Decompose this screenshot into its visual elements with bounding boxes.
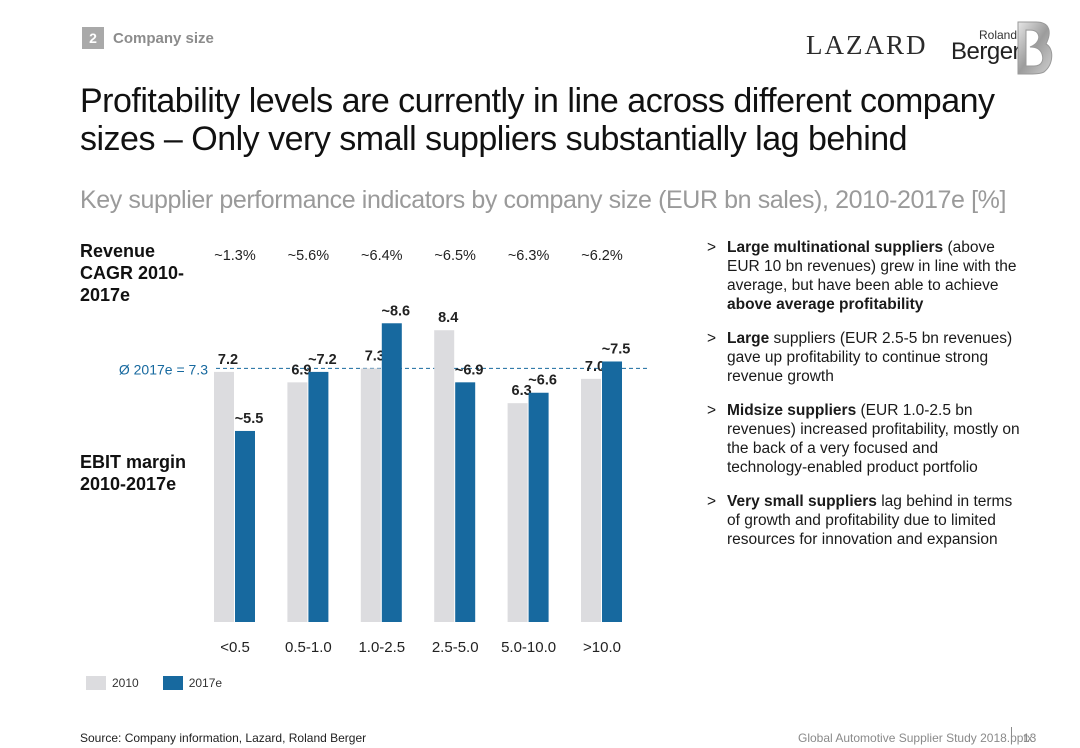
bullet-marker: > [707, 239, 717, 256]
roland-berger-logo-main: Berger [951, 38, 1021, 65]
legend-label: 2017e [188, 676, 223, 690]
cagr-label: ~6.3% [508, 248, 550, 264]
ebit-margin-label: EBIT margin 2010-2017e [80, 452, 187, 494]
data-label-2017e: ~7.5 [602, 341, 631, 357]
x-tick-label: 1.0-2.5 [358, 639, 405, 656]
section-tag: 2 Company size [82, 27, 214, 49]
finding-text: Large suppliers (EUR 2.5-5 bn revenues) … [727, 329, 1022, 386]
finding-emphasis: Large multinational suppliers [727, 239, 944, 256]
finding-body: suppliers (EUR 2.5-5 bn revenues) gave u… [727, 330, 1013, 385]
ebit-margin-bar-chart: Ø 2017e = 7.3~1.3%7.2~5.5<0.5~5.6%6.9~7.… [119, 248, 650, 656]
footer-filename: Global Automotive Supplier Study 2018.pp… [798, 731, 1033, 745]
key-findings-list: > Large multinational suppliers (above EU… [707, 238, 1022, 564]
finding-item: > Large multinational suppliers (above EU… [707, 238, 1022, 314]
data-label-2017e: ~6.6 [528, 373, 557, 389]
cagr-label: ~5.6% [288, 248, 330, 264]
roland-berger-logo-top: Roland [979, 28, 1018, 42]
data-label-2010: 6.9 [291, 362, 311, 378]
page-number: 13 [1023, 731, 1037, 745]
finding-body: lag behind in terms of growth and profit… [727, 493, 1013, 548]
finding-item: > Very small suppliers lag behind in term… [707, 492, 1022, 549]
finding-emphasis: above average profitability [727, 296, 924, 313]
legend-swatch [86, 676, 106, 690]
finding-text: Midsize suppliers (EUR 1.0-2.5 bn revenu… [727, 401, 1022, 477]
revenue-cagr-label: Revenue CAGR 2010-2017e [80, 241, 185, 305]
x-tick-label: 0.5-1.0 [285, 639, 332, 656]
page-subtitle: Key supplier performance indicators by c… [80, 186, 1007, 214]
x-tick-label: 2.5-5.0 [432, 639, 479, 656]
legend-swatch [162, 676, 183, 690]
data-label-2010: 7.0 [585, 359, 605, 375]
average-label: Ø 2017e = 7.3 [119, 361, 208, 377]
data-label-2010: 7.3 [365, 348, 385, 364]
bar-2017e [455, 382, 476, 622]
bar-2017e [602, 361, 622, 622]
x-tick-label: >10.0 [583, 639, 621, 656]
bar-2017e [528, 392, 549, 622]
cagr-label: ~6.4% [361, 248, 403, 264]
bar-2017e [308, 371, 329, 622]
data-label-2017e: ~8.6 [381, 303, 410, 319]
finding-item: > Midsize suppliers (EUR 1.0-2.5 bn reven… [707, 401, 1022, 477]
data-label-2017e: ~6.9 [455, 362, 484, 378]
finding-text: Very small suppliers lag behind in terms… [727, 492, 1022, 549]
bar-2010 [360, 368, 381, 622]
finding-emphasis: Very small suppliers [727, 493, 877, 510]
finding-body: (above EUR 10 bn revenues) grew in line … [727, 239, 1017, 294]
data-label-2010: 8.4 [438, 310, 458, 326]
roland-berger-b-icon [1017, 21, 1053, 75]
bar-2010 [434, 330, 455, 622]
page-title: Profitability levels are currently in li… [80, 82, 995, 158]
bar-2010 [287, 382, 308, 622]
data-label-2010: 7.2 [218, 352, 238, 368]
finding-emphasis: Midsize suppliers [727, 402, 857, 419]
finding-text: Large multinational suppliers (above EUR… [727, 238, 1022, 314]
finding-body: (EUR 1.0-2.5 bn revenues) increased prof… [727, 402, 1020, 476]
bar-2017e [235, 430, 255, 622]
bar-2010 [507, 403, 528, 622]
cagr-label: ~6.2% [581, 248, 623, 264]
data-label-2017e: ~7.2 [308, 352, 337, 368]
legend-item: 2010 [86, 676, 139, 690]
legend-item: 2017e [162, 676, 223, 690]
source-note: Source: Company information, Lazard, Rol… [80, 731, 367, 745]
cagr-label: ~6.5% [434, 248, 476, 264]
section-label: Company size [113, 29, 214, 47]
finding-emphasis: Large [727, 330, 770, 347]
bullet-marker: > [707, 493, 717, 510]
bar-2010 [214, 371, 234, 622]
cagr-label: ~1.3% [214, 248, 256, 264]
lazard-logo: LAZARD [806, 30, 928, 60]
x-tick-label: <0.5 [220, 639, 250, 656]
bar-2010 [581, 378, 601, 622]
footer-separator [1011, 727, 1012, 743]
legend-label: 2010 [112, 676, 139, 690]
bar-2017e [381, 323, 402, 622]
section-number: 2 [82, 27, 104, 49]
data-label-2017e: ~5.5 [235, 411, 264, 427]
bullet-marker: > [707, 402, 717, 419]
x-tick-label: 5.0-10.0 [501, 639, 556, 656]
finding-item: > Large suppliers (EUR 2.5-5 bn revenues)… [707, 329, 1022, 386]
chart-legend: 2010 2017e [86, 676, 246, 690]
data-label-2010: 6.3 [512, 383, 532, 399]
bullet-marker: > [707, 330, 717, 347]
